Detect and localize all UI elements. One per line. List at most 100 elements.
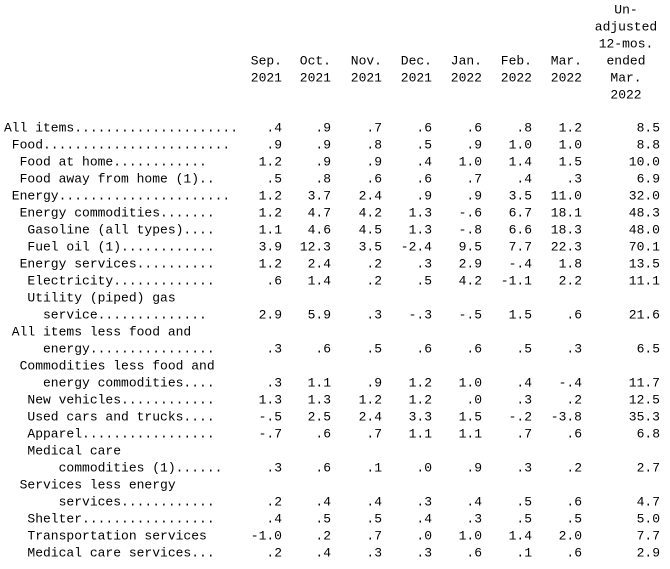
cell-value: 1.3 [259,392,282,407]
cell-value: .5 [266,171,282,186]
cell-value: .9 [315,154,331,169]
column-header: Mar. [551,53,582,68]
row-label: services............ [4,494,215,509]
cell-value: .3 [366,545,382,560]
row-label: Commodities less food and [4,358,215,373]
cell-value: .6 [266,273,282,288]
cell-value: .3 [466,511,482,526]
column-header: 2022 [610,87,641,102]
column-header: Feb. [501,53,532,68]
column-header: 2022 [501,70,532,85]
cell-value: 3.7 [308,188,331,203]
column-header: 2021 [251,70,282,85]
cell-value: .3 [416,256,432,271]
cell-value: 1.4 [509,154,533,169]
cell-value: .5 [366,511,382,526]
cell-value: .7 [466,171,482,186]
cell-value: 1.1 [409,426,433,441]
cell-value: 1.3 [409,222,432,237]
column-header: Mar. [610,70,641,85]
column-header: Jan. [451,53,482,68]
cell-value: .4 [516,375,532,390]
cell-value: .4 [366,494,382,509]
cell-value: 4.2 [359,205,382,220]
cell-value: .6 [466,545,482,560]
cell-value: .9 [266,137,282,152]
row-label: Food at home............ [4,154,207,169]
cell-value: 11.7 [629,375,660,390]
cell-value: 7.7 [509,239,532,254]
cell-value: .9 [315,120,331,135]
cell-value: 1.2 [409,392,432,407]
cell-value: 3.3 [409,409,432,424]
cell-value: .0 [416,460,432,475]
column-header: Un- [614,2,637,17]
cell-value: 6.5 [637,341,660,356]
cell-value: .3 [416,494,432,509]
cell-value: .0 [466,392,482,407]
cell-value: .6 [315,341,331,356]
cell-value: 22.3 [551,239,582,254]
cell-value: .3 [516,460,532,475]
cell-value: 1.5 [559,154,582,169]
column-header: 12-mos. [599,36,654,51]
cell-value: .5 [516,511,532,526]
row-label: service.............. [4,307,207,322]
column-header: adjusted [595,19,657,34]
row-label: Fuel oil (1)............ [4,239,215,254]
cell-value: 3.9 [259,239,282,254]
column-header: Sep. [251,53,282,68]
cell-value: .3 [266,460,282,475]
cell-value: 35.3 [629,409,660,424]
cell-value: .6 [315,460,331,475]
cell-value: .4 [466,494,482,509]
cell-value: 1.4 [308,273,332,288]
cell-value: .9 [466,460,482,475]
cell-value: 11.1 [629,273,660,288]
cell-value: 12.5 [629,392,660,407]
cell-value: 21.6 [629,307,660,322]
cell-value: -3.8 [551,409,582,424]
cell-value: 1.2 [259,256,282,271]
column-header: 2021 [401,70,432,85]
cell-value: .4 [266,120,282,135]
cell-value: 1.2 [559,120,582,135]
cell-value: 6.9 [637,171,660,186]
cell-value: .3 [566,341,582,356]
cell-value: .9 [315,137,331,152]
cell-value: .5 [416,273,432,288]
cell-value: -.2 [509,409,532,424]
cell-value: 1.3 [308,392,331,407]
row-label: commodities (1)...... [4,460,222,475]
cell-value: .9 [366,154,382,169]
cell-value: .8 [366,137,382,152]
cell-value: 1.2 [259,188,282,203]
row-label: Apparel................. [4,426,215,441]
cell-value: 3.5 [359,239,382,254]
cell-value: -.5 [259,409,282,424]
cell-value: .6 [366,171,382,186]
cell-value: .6 [566,494,582,509]
cell-value: 3.5 [509,188,532,203]
cell-value: 2.4 [359,409,383,424]
cell-value: .6 [566,307,582,322]
cell-value: .2 [315,528,331,543]
cell-value: .3 [416,545,432,560]
cell-value: 70.1 [629,239,660,254]
cell-value: -2.4 [401,239,432,254]
cell-value: .6 [466,341,482,356]
cell-value: -.5 [459,307,482,322]
row-label: Utility (piped) gas [4,290,176,305]
cell-value: 7.7 [637,528,660,543]
cell-value: -1.0 [251,528,282,543]
cell-value: 5.0 [637,511,660,526]
row-label: Food away from home (1).. [4,171,215,186]
cell-value: -.8 [459,222,482,237]
cell-value: .3 [516,392,532,407]
cell-value: 1.2 [259,154,282,169]
cell-value: .6 [315,426,331,441]
cell-value: .4 [315,545,331,560]
cell-value: 4.2 [459,273,482,288]
cell-value: 8.5 [637,120,660,135]
column-header: 2021 [300,70,331,85]
